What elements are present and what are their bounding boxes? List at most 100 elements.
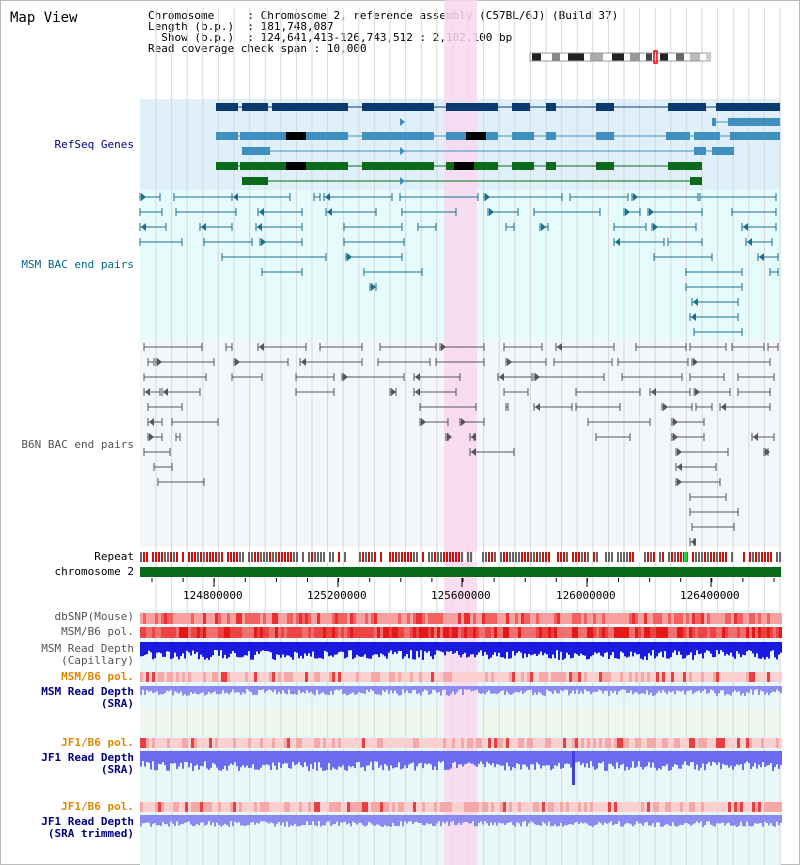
- jf1-pol-trim-strip: [320, 802, 323, 812]
- track-label-msm-b6-pol-2[interactable]: MSM/B6 pol.: [61, 670, 134, 683]
- msm-depth-sra-bar: [740, 686, 742, 696]
- dbsnp-strip: [464, 613, 467, 624]
- jf1-pol-trim-strip: [347, 802, 350, 812]
- jf1-depth-sra-bar: [584, 751, 586, 768]
- jf1-pol-trim-strip: [143, 802, 146, 812]
- jf1-pol-strip: [542, 738, 545, 748]
- jf1-pol-trim-strip: [671, 802, 674, 812]
- jf1-depth-sra-bar: [218, 751, 220, 771]
- jf1-depth-trim-bar: [676, 815, 678, 827]
- jf1-pol-strip: [698, 738, 701, 748]
- jf1-pol-strip: [332, 738, 335, 748]
- jf1-depth-sra-bar: [690, 751, 692, 763]
- repeat-segment: [290, 552, 292, 562]
- jf1-depth-sra-bar: [264, 751, 266, 766]
- msm-pol-strip: [734, 627, 737, 638]
- msm-pol-sra-strip: [674, 672, 677, 682]
- msm-depth-sra-bar: [682, 686, 684, 691]
- track-label-dbsnp[interactable]: dbSNP(Mouse): [54, 610, 134, 623]
- jf1-pol-trim-strip: [356, 802, 359, 812]
- msm-pol-sra-strip: [302, 672, 305, 682]
- jf1-pol-trim-strip: [560, 802, 563, 812]
- jf1-depth-sra-bar: [668, 751, 670, 771]
- jf1-depth-sra-bar: [628, 751, 630, 770]
- track-label-jf1-depth-trimmed[interactable]: JF1 Read Depth (SRA trimmed): [41, 816, 134, 840]
- msm-pol-strip: [434, 627, 437, 638]
- jf1-depth-sra-bar: [144, 751, 146, 767]
- jf1-depth-trim-bar: [468, 815, 470, 824]
- track-label-b6n-bac[interactable]: B6N BAC end pairs: [21, 438, 134, 451]
- jf1-depth-sra-bar: [440, 751, 442, 763]
- jf1-pol-trim-strip: [434, 802, 437, 812]
- jf1-pol-strip: [521, 738, 524, 748]
- jf1-depth-sra-bar: [296, 751, 298, 765]
- strand-arrow: [677, 478, 682, 486]
- track-label-msm-bac[interactable]: MSM BAC end pairs: [21, 258, 134, 271]
- repeat-segment: [350, 552, 352, 562]
- msm-depth-capillary-bar: [368, 642, 370, 659]
- jf1-depth-trim-bar: [618, 815, 620, 822]
- jf1-pol-strip: [719, 738, 722, 748]
- msm-pol-strip: [665, 627, 668, 638]
- msm-pol-strip: [233, 627, 236, 638]
- jf1-depth-sra-bar: [644, 751, 646, 768]
- track-label-repeat[interactable]: Repeat: [94, 550, 134, 563]
- jf1-depth-trim-bar: [740, 815, 742, 822]
- jf1-depth-trim-bar: [408, 815, 410, 822]
- dbsnp-strip: [710, 613, 713, 624]
- msm-depth-capillary-bar: [644, 642, 646, 657]
- strand-arrow: [753, 433, 758, 441]
- jf1-depth-trim-bar: [714, 815, 716, 827]
- jf1-depth-trim-bar: [356, 815, 358, 825]
- jf1-depth-sra-bar: [194, 751, 196, 766]
- jf1-pol-trim-strip: [542, 802, 545, 812]
- msm-pol-strip: [515, 627, 518, 638]
- msm-depth-capillary-bar: [156, 642, 158, 653]
- strand-arrow: [145, 388, 150, 396]
- jf1-pol-trim-strip: [437, 802, 440, 812]
- jf1-depth-trim-bar: [344, 815, 346, 822]
- msm-depth-sra-bar: [432, 686, 434, 690]
- jf1-pol-strip: [686, 738, 689, 748]
- repeat-segment: [770, 552, 772, 562]
- jf1-pol-trim-strip: [722, 802, 725, 812]
- jf1-depth-sra-bar: [234, 751, 236, 763]
- msm-depth-capillary-bar: [186, 642, 188, 651]
- jf1-depth-sra-bar: [208, 751, 210, 770]
- msm-pol-strip: [497, 627, 500, 638]
- msm-depth-sra-bar: [256, 686, 258, 695]
- track-label-msm-depth-capillary[interactable]: MSM Read Depth (Capillary): [41, 643, 134, 667]
- msm-pol-sra-strip: [647, 672, 650, 682]
- jf1-depth-trim-bar: [712, 815, 714, 826]
- strand-arrow: [649, 208, 654, 216]
- track-label-jf1-b6-pol-2[interactable]: JF1/B6 pol.: [61, 800, 134, 813]
- track-label-jf1-b6-pol[interactable]: JF1/B6 pol.: [61, 736, 134, 749]
- jf1-depth-sra-bar: [334, 751, 336, 769]
- jf1-pol-trim-strip: [662, 802, 665, 812]
- jf1-pol-trim-strip: [473, 802, 476, 812]
- msm-depth-capillary-bar: [604, 642, 606, 653]
- msm-pol-strip: [779, 627, 782, 638]
- msm-depth-sra-bar: [420, 686, 422, 696]
- dbsnp-strip: [332, 613, 335, 624]
- jf1-pol-trim-strip: [698, 802, 701, 812]
- msm-depth-sra-bar: [424, 686, 426, 690]
- msm-pol-sra-strip: [563, 672, 566, 682]
- track-label-refseq[interactable]: RefSeq Genes: [54, 138, 134, 151]
- jf1-depth-trim-bar: [540, 815, 542, 826]
- jf1-depth-trim-bar: [392, 815, 394, 823]
- jf1-pol-strip: [689, 738, 692, 748]
- dbsnp-strip: [725, 613, 728, 624]
- msm-depth-capillary-bar: [246, 642, 248, 656]
- msm-depth-sra-bar: [366, 686, 368, 690]
- msm-pol-sra-strip: [443, 672, 446, 682]
- repeat-segment: [197, 552, 199, 562]
- dbsnp-strip: [470, 613, 473, 624]
- jf1-depth-trim-bar: [246, 815, 248, 826]
- track-label-jf1-depth-sra[interactable]: JF1 Read Depth (SRA): [41, 752, 134, 776]
- track-label-msm-b6-pol[interactable]: MSM/B6 pol.: [61, 625, 134, 638]
- track-label-msm-depth-sra[interactable]: MSM Read Depth (SRA): [41, 686, 134, 710]
- msm-depth-capillary-bar: [536, 642, 538, 657]
- jf1-pol-trim-strip: [515, 802, 518, 812]
